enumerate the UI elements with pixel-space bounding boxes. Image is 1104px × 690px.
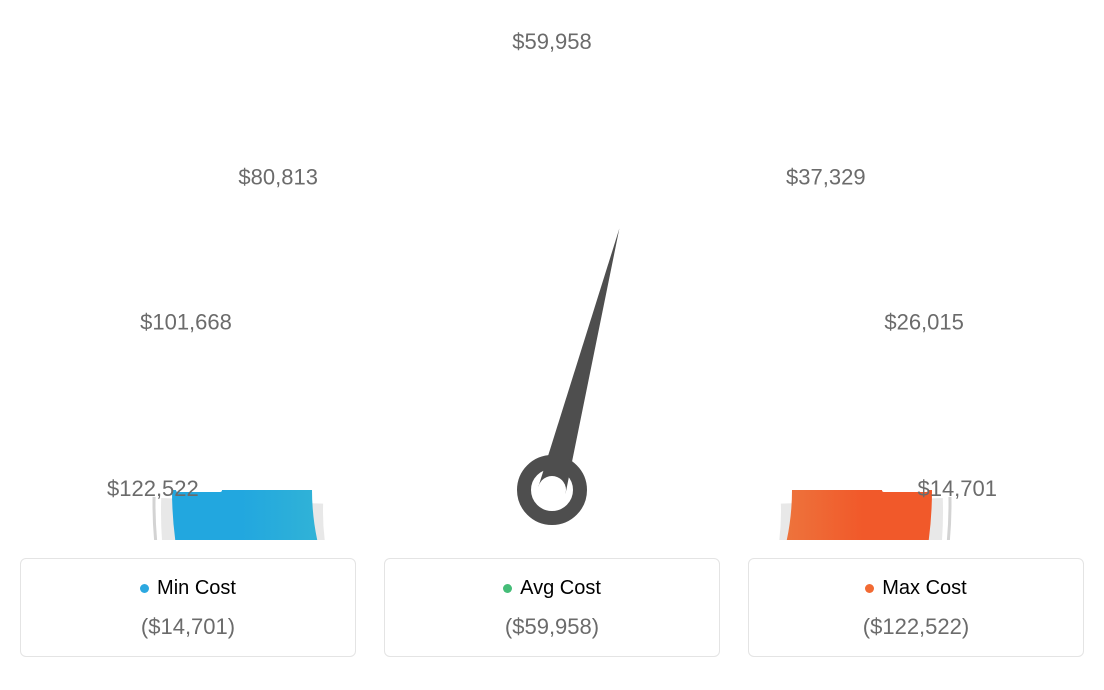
cost-gauge: $14,701 $26,015 $37,329 $59,958 $80,813 $101,… xyxy=(20,20,1084,540)
dot-max xyxy=(865,584,874,593)
legend-title-avg: Avg Cost xyxy=(395,577,709,600)
gauge-tick-label: $122,522 xyxy=(107,476,199,501)
gauge-tick-label: $101,668 xyxy=(140,310,232,335)
legend-row: Min Cost ($14,701) Avg Cost ($59,958) Ma… xyxy=(20,558,1084,657)
legend-title-min: Min Cost xyxy=(31,577,345,600)
legend-title-min-text: Min Cost xyxy=(157,577,236,599)
legend-card-max: Max Cost ($122,522) xyxy=(748,558,1084,657)
legend-card-avg: Avg Cost ($59,958) xyxy=(384,558,720,657)
legend-value-max: ($122,522) xyxy=(759,614,1073,640)
gauge-tick-label: $80,813 xyxy=(238,164,318,189)
legend-value-min: ($14,701) xyxy=(31,614,345,640)
legend-value-avg: ($59,958) xyxy=(395,614,709,640)
legend-card-min: Min Cost ($14,701) xyxy=(20,558,356,657)
gauge-tick-label: $59,958 xyxy=(512,29,592,54)
gauge-tick-label: $26,015 xyxy=(884,310,964,335)
legend-title-avg-text: Avg Cost xyxy=(520,577,601,599)
legend-title-max-text: Max Cost xyxy=(882,577,966,599)
gauge-tick-label: $14,701 xyxy=(917,476,997,501)
dot-avg xyxy=(503,584,512,593)
dot-min xyxy=(140,584,149,593)
gauge-tick-label: $37,329 xyxy=(786,164,866,189)
legend-title-max: Max Cost xyxy=(759,577,1073,600)
